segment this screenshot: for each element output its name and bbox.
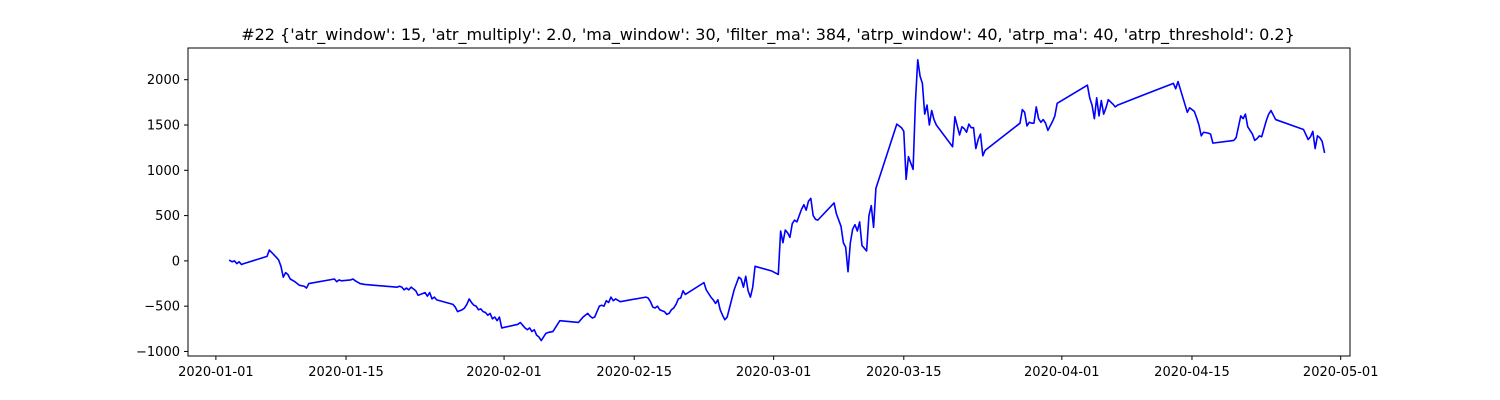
x-tick-label: 2020-04-15	[1154, 365, 1230, 380]
y-axis: −1000 −500 0 500 1000 1500 2000	[136, 73, 188, 360]
chart-title: #22 {'atr_window': 15, 'atr_multiply': 2…	[241, 25, 1295, 45]
axes-frame	[187, 47, 1351, 357]
y-tick-label: 2000	[147, 73, 180, 88]
y-tick-label: −500	[144, 300, 180, 315]
x-tick-label: 2020-02-15	[596, 365, 672, 380]
x-tick-label: 2020-01-01	[178, 365, 254, 380]
x-tick-label: 2020-03-01	[736, 365, 812, 380]
x-tick-label: 2020-04-01	[1024, 365, 1100, 380]
y-tick-label: 0	[172, 254, 180, 269]
x-axis: 2020-01-01 2020-01-15 2020-02-01 2020-02-15…	[178, 356, 1378, 380]
plot-area	[228, 58, 1326, 342]
x-tick-label: 2020-01-15	[308, 365, 384, 380]
y-tick-label: 1500	[147, 119, 180, 134]
y-tick-label: 1000	[147, 164, 180, 179]
x-tick-label: 2020-02-01	[466, 365, 542, 380]
y-tick-label: 500	[155, 209, 180, 224]
x-tick-label: 2020-03-15	[866, 365, 942, 380]
y-tick-label: −1000	[136, 345, 180, 360]
x-tick-label: 2020-05-01	[1303, 365, 1379, 380]
series-line-0	[228, 58, 1326, 342]
